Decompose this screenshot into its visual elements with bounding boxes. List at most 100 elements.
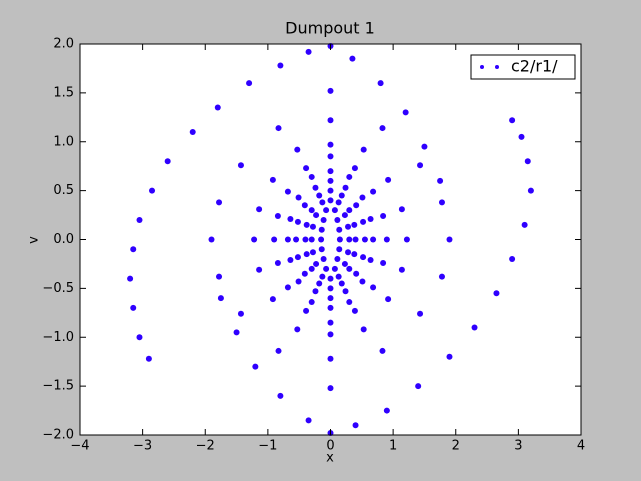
point <box>295 194 302 201</box>
point <box>383 236 390 243</box>
point <box>327 117 334 124</box>
point <box>284 236 291 243</box>
point <box>353 270 360 277</box>
point <box>334 256 341 263</box>
point <box>346 236 353 243</box>
point <box>327 177 334 184</box>
point <box>438 273 445 280</box>
x-axis-label: x <box>326 451 334 466</box>
point <box>149 187 156 194</box>
point <box>313 260 320 267</box>
point <box>351 221 358 228</box>
point <box>302 236 309 243</box>
point <box>323 265 330 272</box>
point <box>277 392 284 399</box>
point <box>342 184 349 191</box>
point <box>217 295 224 302</box>
point <box>342 288 349 295</box>
point <box>327 355 334 362</box>
point <box>327 168 334 175</box>
point <box>359 194 366 201</box>
point <box>351 251 358 258</box>
legend-marker <box>480 65 484 69</box>
point <box>359 278 366 285</box>
point <box>293 236 300 243</box>
y-tick-label: −0.5 <box>42 281 74 296</box>
point <box>345 223 352 230</box>
point <box>438 199 445 206</box>
point <box>352 422 359 429</box>
y-tick-label: −1.5 <box>42 379 74 394</box>
point <box>327 275 334 282</box>
point <box>338 192 345 199</box>
points <box>127 42 534 437</box>
legend-label: c2/r1/ <box>511 57 558 76</box>
point <box>518 133 525 140</box>
point <box>309 249 316 256</box>
point <box>145 355 152 362</box>
point <box>346 173 353 180</box>
point <box>316 192 323 199</box>
point <box>303 307 310 314</box>
point <box>274 259 281 266</box>
point <box>471 324 478 331</box>
point <box>446 353 453 360</box>
point <box>269 176 276 183</box>
point <box>287 215 294 222</box>
x-tick-label: −2 <box>196 439 215 454</box>
point <box>308 173 315 180</box>
point <box>294 218 301 225</box>
point <box>308 236 315 243</box>
y-tick-label: −2.0 <box>42 428 74 443</box>
point <box>351 165 358 172</box>
plot-area <box>80 44 581 435</box>
point <box>275 347 282 354</box>
x-tick-label: 3 <box>514 439 522 454</box>
point <box>301 270 308 277</box>
point <box>346 207 353 214</box>
point <box>403 236 410 243</box>
point <box>127 275 134 282</box>
point <box>233 329 240 336</box>
point <box>214 104 221 111</box>
point <box>379 347 386 354</box>
point <box>377 80 384 87</box>
point <box>327 295 334 302</box>
point <box>327 385 334 392</box>
point <box>380 259 387 266</box>
point <box>327 87 334 94</box>
point <box>284 188 291 195</box>
point <box>380 213 387 220</box>
point <box>271 236 278 243</box>
point <box>308 265 315 272</box>
point <box>318 226 325 233</box>
point <box>370 284 377 291</box>
point <box>335 273 342 280</box>
point <box>277 62 284 69</box>
point <box>303 251 310 258</box>
point <box>303 165 310 172</box>
y-tick-label: 0.0 <box>53 232 74 247</box>
x-tick-label: −4 <box>70 439 89 454</box>
point <box>327 141 334 148</box>
point <box>251 236 258 243</box>
point <box>379 125 386 132</box>
point <box>345 249 352 256</box>
point <box>216 199 223 206</box>
point <box>316 280 323 287</box>
point <box>338 280 345 287</box>
x-tick-label: −3 <box>133 439 152 454</box>
point <box>352 236 359 243</box>
point <box>295 278 302 285</box>
point <box>334 216 341 223</box>
point <box>284 284 291 291</box>
point <box>421 143 428 150</box>
point <box>294 146 301 153</box>
point <box>301 202 308 209</box>
point <box>327 319 334 326</box>
point <box>313 212 320 219</box>
point <box>312 288 319 295</box>
point <box>216 273 223 280</box>
point <box>309 223 316 230</box>
point <box>275 125 282 132</box>
